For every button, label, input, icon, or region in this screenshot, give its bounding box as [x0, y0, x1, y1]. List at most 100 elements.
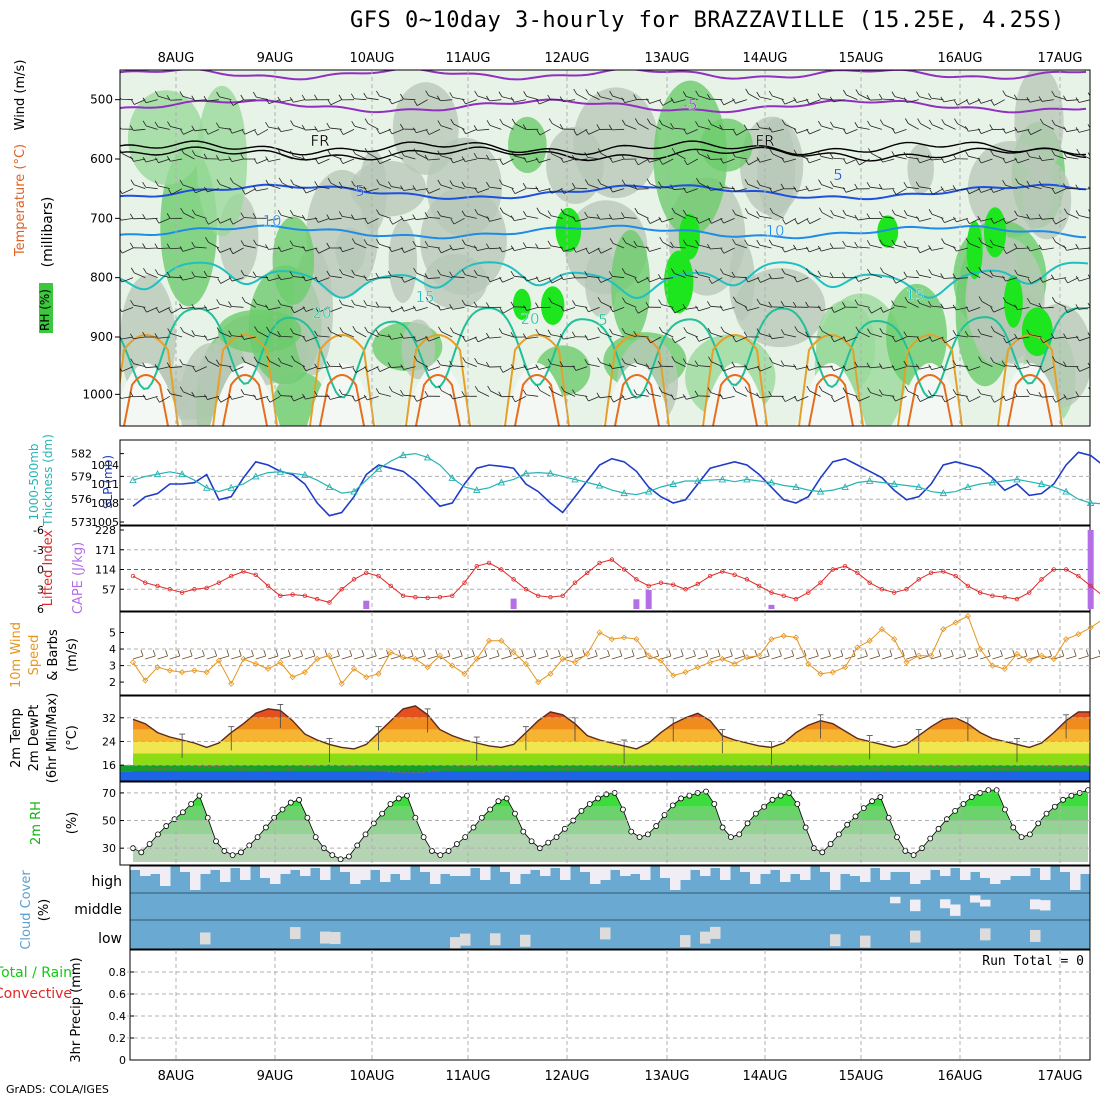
wind-speed-marker [228, 680, 235, 687]
wind-barb-flag [891, 300, 895, 306]
wind-barb-10m [709, 655, 721, 660]
wind-barb [477, 157, 490, 160]
wind-barb-flag [351, 396, 356, 402]
wind-barb-flag [584, 359, 589, 365]
wind-barb-flag [1075, 391, 1080, 397]
wind-barb-flag [842, 187, 847, 193]
wind-barb-flag [731, 151, 736, 157]
bottom-date-label: 8AUG [158, 1069, 195, 1084]
cloud-high-cell [360, 866, 371, 880]
wind-barb-flag [265, 121, 269, 128]
wind-barb-flag [645, 388, 650, 395]
rh-marker [155, 831, 161, 838]
wind-barb [1066, 128, 1079, 133]
wind-barb [587, 275, 600, 279]
wind-barb [1078, 247, 1090, 250]
ylabel-wind: Wind (m/s) [13, 60, 28, 131]
wind-barb [920, 123, 932, 130]
wind-barb-flag [1063, 394, 1068, 400]
wind-barb-flag [302, 336, 307, 342]
wind-barb [895, 188, 907, 195]
cloud-mid-cell [1030, 899, 1041, 910]
cloud-high-cell [310, 866, 321, 868]
wind-barb [159, 395, 171, 403]
wind-barb [636, 335, 649, 338]
wind-barb-flag [499, 207, 504, 213]
rh-marker [296, 796, 302, 803]
wind-barb-flag [179, 179, 184, 186]
wind-barb [612, 128, 625, 131]
wind-barb [1066, 99, 1079, 102]
wind-speed-marker [289, 674, 296, 681]
rh-marker [935, 825, 942, 832]
wind-barb-flag [204, 129, 209, 135]
wind-barb-flag [903, 360, 908, 367]
wind-barb [280, 277, 293, 280]
wind-barb-flag [1087, 332, 1090, 337]
wind-barb-flag [609, 157, 613, 163]
wind-barb-10m-flag [570, 649, 574, 657]
wind-barb [391, 366, 404, 368]
wind-barb [1066, 247, 1079, 251]
wind-barb [428, 336, 441, 342]
wind-barb [612, 242, 625, 249]
rh-marker [761, 803, 768, 810]
top-date-label: 16AUG [937, 51, 982, 66]
wind-barb-flag [240, 153, 245, 160]
cape-bar [633, 599, 640, 609]
cloud-panel-frame [129, 865, 1091, 950]
wind-barb-flag [707, 93, 711, 100]
wind-barb [649, 99, 662, 104]
wind-barb-flag [413, 355, 418, 362]
wind-barb [698, 306, 711, 312]
wind-barb-flag [1014, 333, 1018, 340]
wind-barb [599, 217, 612, 220]
wind-barb-flag [229, 100, 234, 106]
wind-barb [157, 336, 170, 339]
wind-barb-flag [522, 182, 527, 189]
wind-barb [305, 247, 318, 252]
wind-barb-flag [289, 97, 294, 103]
wind-barb-flag [203, 95, 208, 102]
wind-barb-10m [452, 655, 463, 660]
wind-barb-flag [326, 122, 331, 129]
wind-barb-flag [596, 91, 601, 97]
wind-barb-flag [965, 365, 970, 371]
wind-barb-flag [302, 245, 306, 252]
wind-barb-flag [817, 151, 822, 157]
wind-barb-flag [891, 239, 896, 246]
rh-shade-patch [359, 149, 387, 232]
wind-barb [305, 128, 318, 131]
wind-barb-flag [400, 247, 405, 253]
cloud-high-cell [800, 866, 811, 880]
cloud-high-cell [300, 866, 311, 876]
wind-barb [170, 393, 183, 397]
wind-barb-flag [1063, 208, 1068, 214]
wind-barb [673, 395, 686, 400]
wind-barb-flag [695, 305, 699, 312]
contour-30 [712, 374, 758, 426]
wind-barb-flag [915, 269, 920, 276]
wind-barb-10m [206, 655, 217, 660]
wind-barb-10m-flag [300, 649, 303, 657]
wind-barb-flag [548, 188, 553, 194]
wind-barb-flag [412, 185, 417, 191]
wind-barb-flag [1039, 118, 1044, 125]
wind-barb [145, 217, 158, 220]
wind-barb [489, 99, 502, 102]
wind-barb-flag [682, 209, 687, 216]
wind-barb [342, 273, 355, 279]
wind-barb [231, 395, 244, 400]
lifted-index-marker [781, 593, 786, 599]
wind-barb-flag [536, 129, 541, 136]
wind-barb [219, 96, 232, 101]
wind-barb-flag [120, 189, 123, 194]
wind-barb-10m [488, 655, 500, 660]
wind-barb-flag [511, 118, 516, 125]
wind-barb-flag [1014, 269, 1018, 276]
wind-barb-flag [658, 326, 663, 333]
wind-barb [550, 215, 563, 219]
wind-barb-flag [732, 336, 737, 343]
wind-barb-flag [695, 218, 700, 224]
wind-barb [354, 185, 367, 190]
